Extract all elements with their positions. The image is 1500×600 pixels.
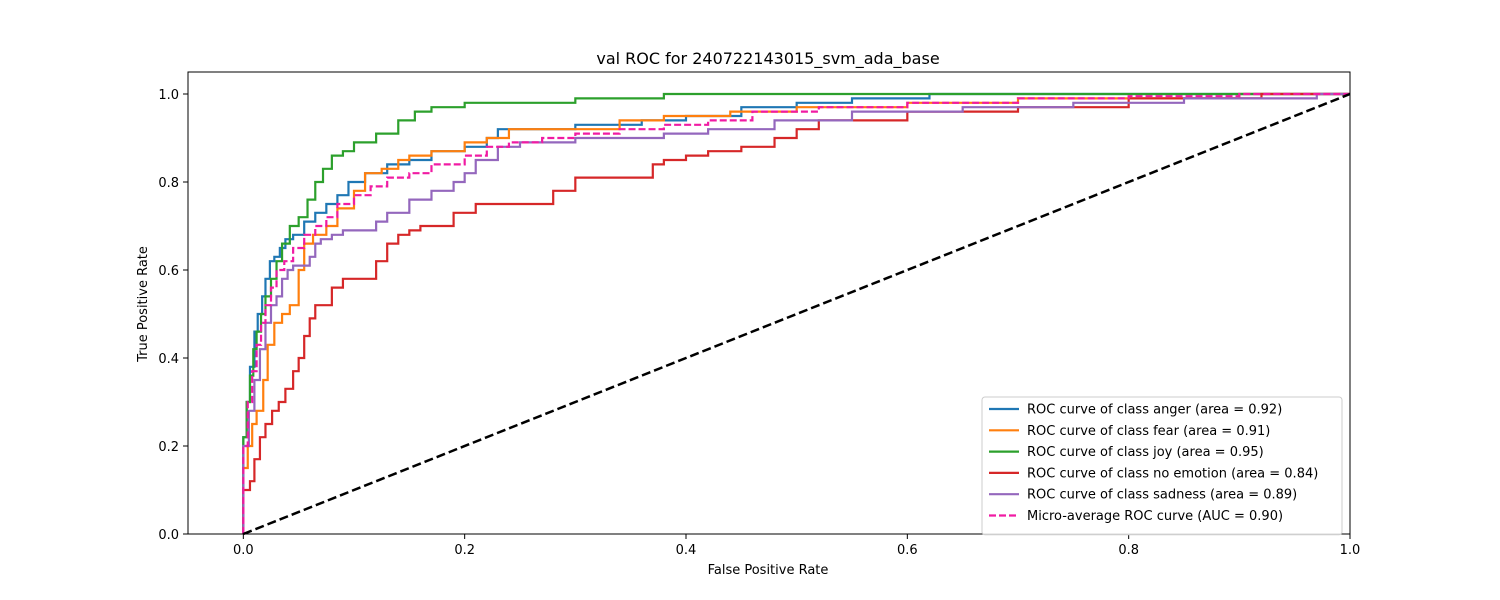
chart-title: val ROC for 240722143015_svm_ada_base <box>596 49 939 69</box>
x-tick-label: 0.2 <box>454 543 475 558</box>
legend-entry-label: ROC curve of class fear (area = 0.91) <box>1027 424 1270 439</box>
legend-box <box>981 396 1343 536</box>
micro-average-roc-line <box>242 92 1350 534</box>
x-tick-label: 0.6 <box>897 543 918 558</box>
roc-series-line-2 <box>242 92 1350 534</box>
x-axis-label: False Positive Rate <box>708 563 829 578</box>
legend: ROC curve of class anger (area = 0.92) RO… <box>981 396 1343 536</box>
y-axis-label: True Positive Rate <box>136 246 151 363</box>
x-tick-label: 1.0 <box>1340 543 1361 558</box>
x-tick-label: 0.4 <box>676 543 697 558</box>
plot-area: 0.0 0.2 0.4 0.6 0.8 1.0 0.0 0.2 0.4 0.6 0.8 1.0 <box>158 71 1360 558</box>
y-tick-label: 0.6 <box>158 264 179 279</box>
legend-entry-label: ROC curve of class sadness (area = 0.89) <box>1027 488 1297 503</box>
roc-series-line-1 <box>242 92 1350 534</box>
x-tick-label: 0.0 <box>233 543 254 558</box>
x-tick-label: 0.8 <box>1118 543 1139 558</box>
chance-diagonal-line <box>242 92 1351 536</box>
x-axis-ticks: 0.0 0.2 0.4 0.6 0.8 1.0 <box>233 534 1360 558</box>
y-tick-label: 0.4 <box>158 352 179 367</box>
y-axis-ticks: 0.0 0.2 0.4 0.6 0.8 1.0 <box>158 88 188 543</box>
roc-series-line-4 <box>242 92 1350 534</box>
y-tick-label: 0.8 <box>158 176 179 191</box>
axes-frame <box>187 71 1351 535</box>
curves-layer <box>242 92 1351 536</box>
y-tick-label: 0.2 <box>158 440 179 455</box>
y-tick-label: 0.0 <box>158 528 179 543</box>
legend-entry-label: Micro-average ROC curve (AUC = 0.90) <box>1027 509 1283 524</box>
legend-entry-label: ROC curve of class anger (area = 0.92) <box>1027 403 1282 418</box>
legend-entry-label: ROC curve of class no emotion (area = 0.… <box>1027 466 1318 481</box>
roc-series-line-3 <box>242 92 1350 534</box>
legend-entry-label: ROC curve of class joy (area = 0.95) <box>1027 445 1264 460</box>
y-tick-label: 1.0 <box>158 88 179 103</box>
